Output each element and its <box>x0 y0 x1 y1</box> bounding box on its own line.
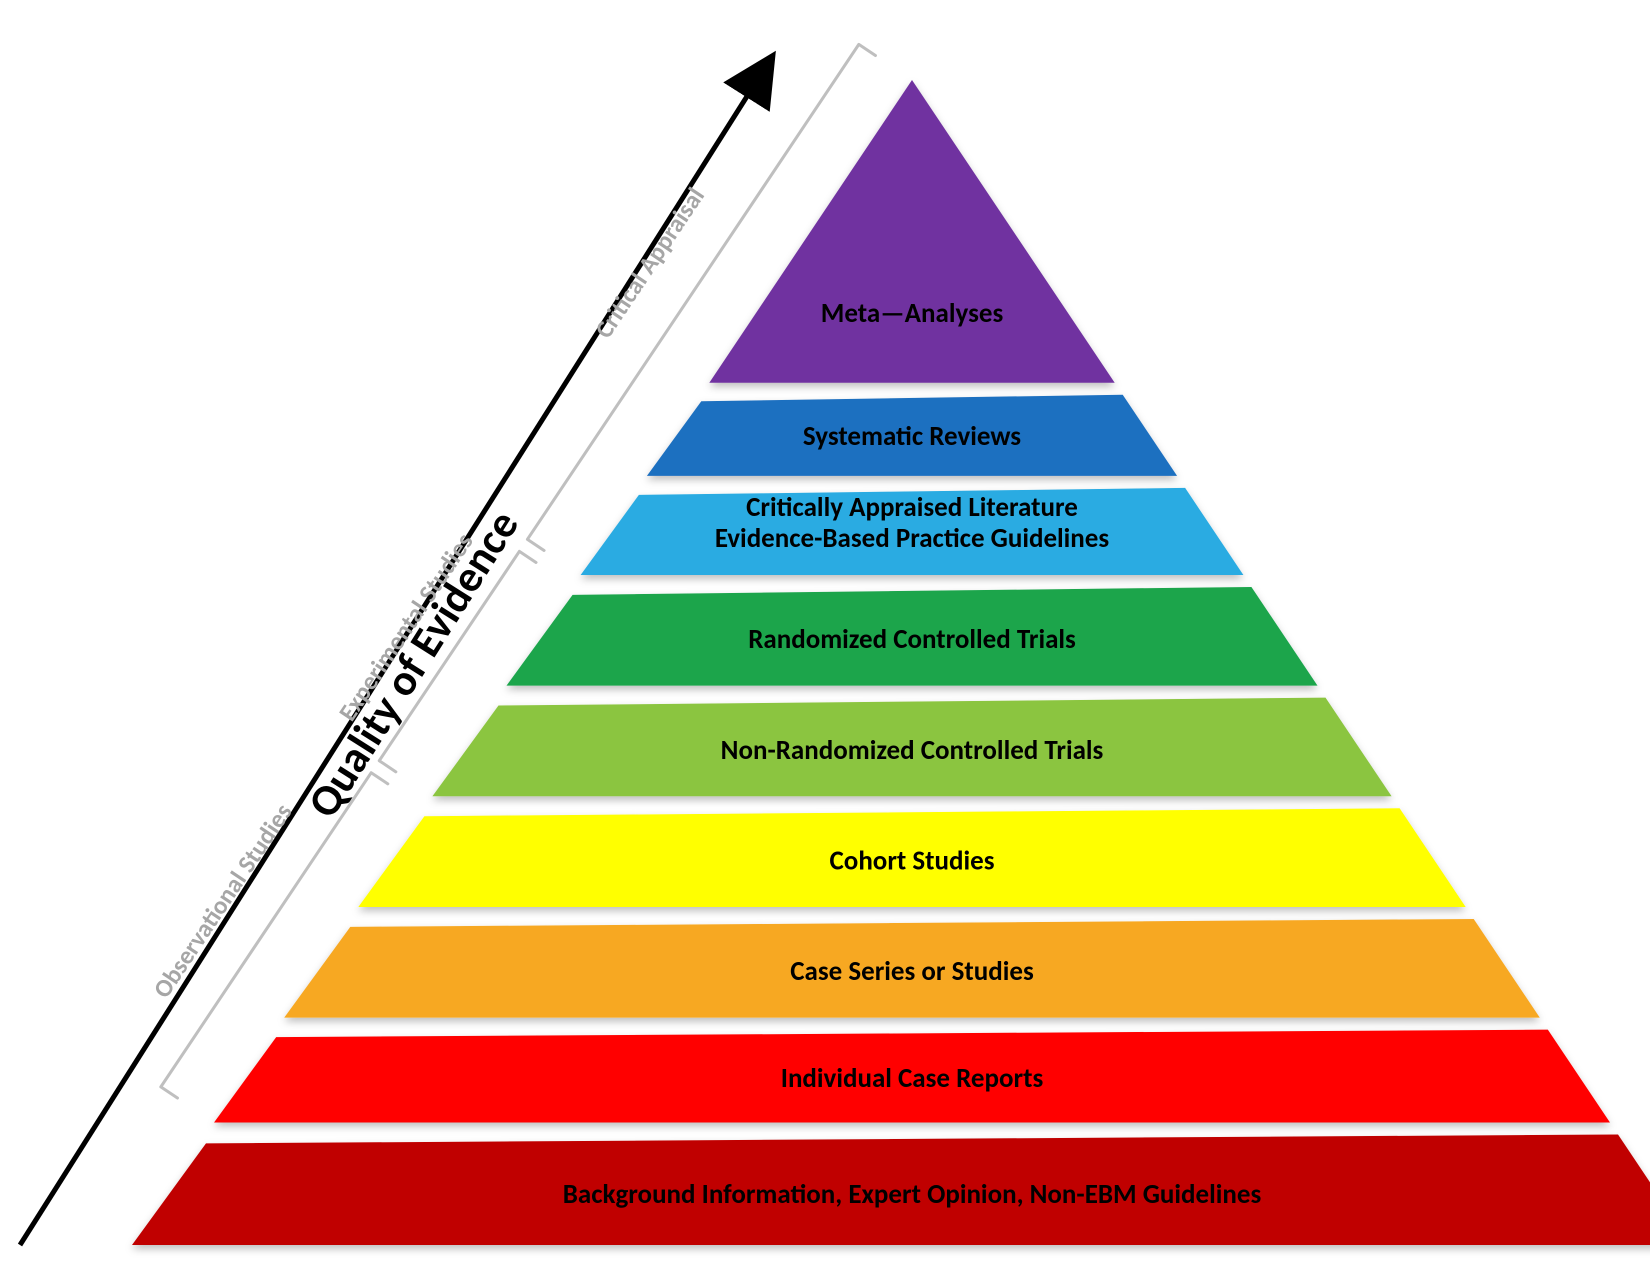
pyramid-level-6: Case Series or Studies <box>284 919 1540 1018</box>
pyramid-level-8: Background Information, Expert Opinion, … <box>132 1135 1650 1246</box>
pyramid-level-3: Randomized Controlled Trials <box>507 587 1318 686</box>
pyramid-level-5-label-line-0: Cohort Studies <box>830 844 995 877</box>
pyramid-level-6-label-line-0: Case Series or Studies <box>790 955 1034 988</box>
pyramid-level-7-label-line-0: Individual Case Reports <box>781 1062 1044 1095</box>
pyramid-level-8-label-line-0: Background Information, Expert Opinion, … <box>563 1178 1262 1211</box>
pyramid-level-4: Non-Randomized Controlled Trials <box>432 698 1391 797</box>
pyramid-level-2: Critically Appraised LiteratureEvidence-… <box>581 488 1244 575</box>
pyramid-level-0: Meta—Analyses <box>709 80 1114 383</box>
pyramid-level-0-label-line-0: Meta—Analyses <box>821 297 1004 330</box>
bracket-0-label: Critical Appraisal <box>588 181 711 343</box>
pyramid-bands: Meta—Analyses Systematic Reviews Criticall… <box>132 80 1650 1245</box>
pyramid-level-5: Cohort Studies <box>358 808 1465 907</box>
pyramid-level-0-shape <box>709 80 1114 383</box>
pyramid-level-2-label-line-0: Critically Appraised Literature <box>746 491 1078 524</box>
pyramid-level-1: Systematic Reviews <box>647 395 1177 476</box>
pyramid-level-7: Individual Case Reports <box>214 1030 1610 1123</box>
pyramid-level-2-label-line-1: Evidence-Based Practice Guidelines <box>715 522 1110 555</box>
pyramid-level-1-label-line-0: Systematic Reviews <box>803 420 1021 453</box>
pyramid-level-4-label-line-0: Non-Randomized Controlled Trials <box>721 734 1104 767</box>
pyramid-level-3-label-line-0: Randomized Controlled Trials <box>748 623 1076 656</box>
evidence-pyramid-svg: Quality of EvidenceMeta—AnalysesSystemat… <box>0 0 1650 1275</box>
bracket-2-label: Observational Studies <box>146 798 298 1004</box>
